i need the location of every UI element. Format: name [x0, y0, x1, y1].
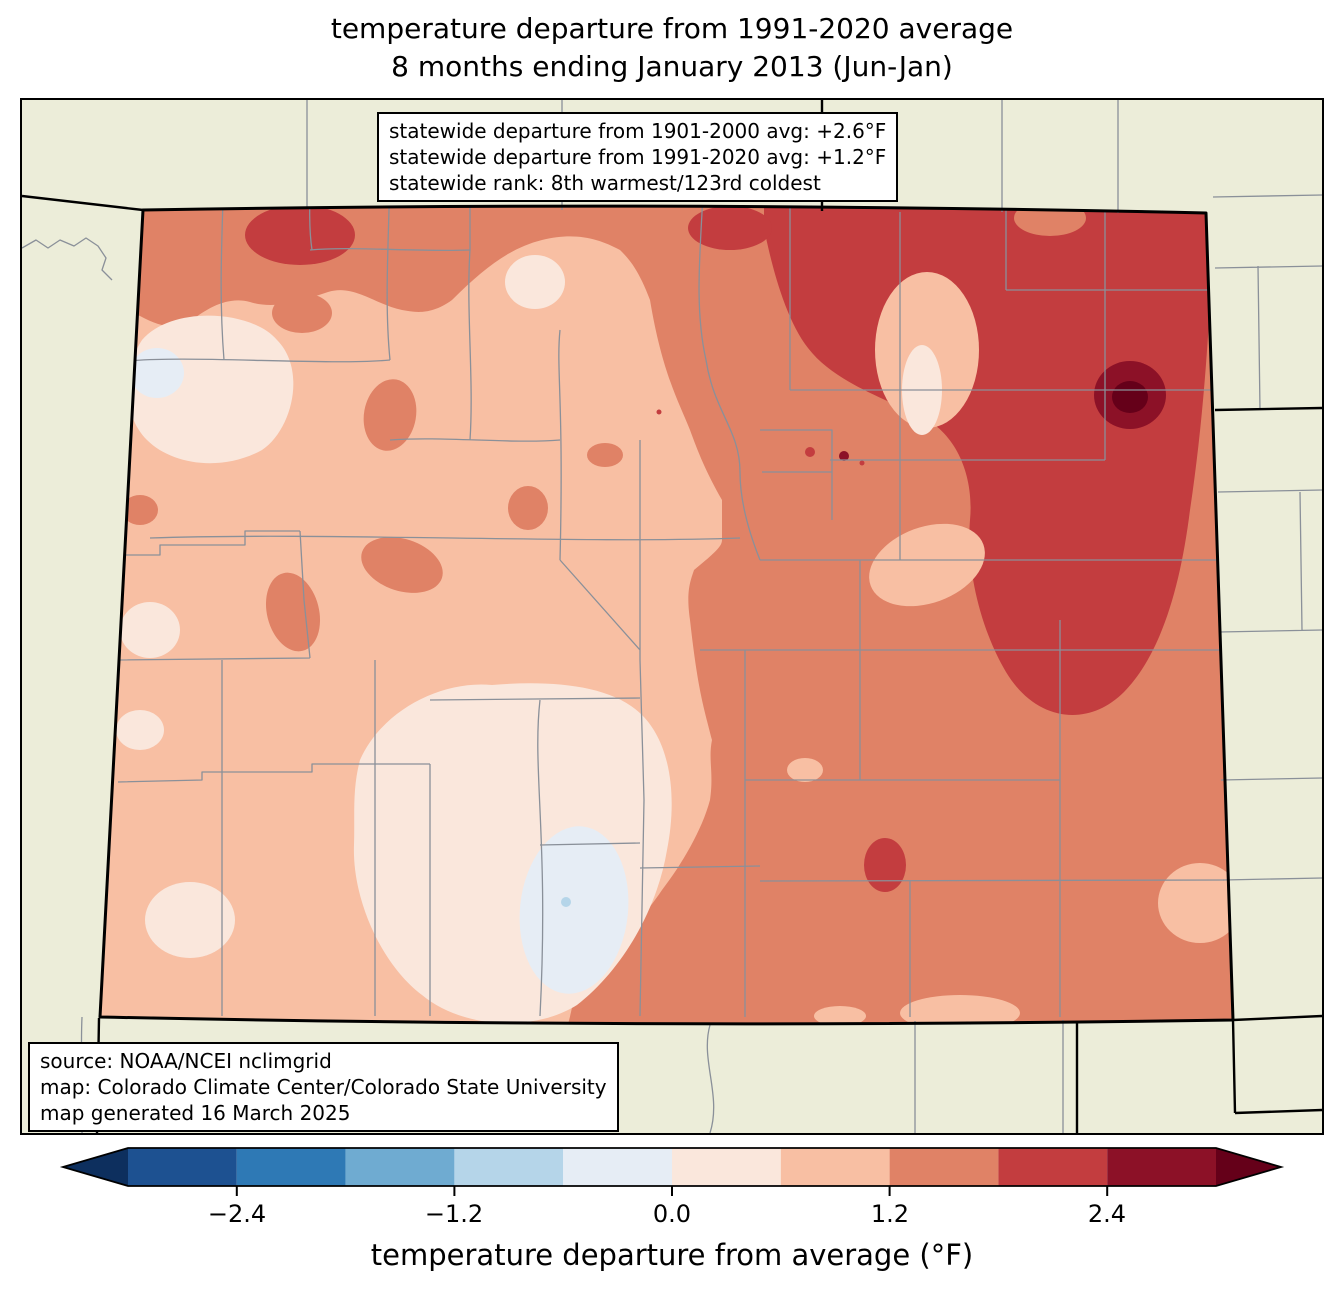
colorbar-tick-label: 2.4 [1087, 1200, 1127, 1228]
contour-hole [869, 523, 985, 607]
contour-pale [120, 602, 180, 658]
colorbar-segment [345, 1148, 455, 1186]
colorbar-segment [563, 1148, 672, 1186]
contour-blob [363, 379, 417, 451]
colorbar-tick-label: −2.4 [207, 1200, 267, 1228]
contour-speck [859, 460, 865, 466]
title-line-1: temperature departure from 1991-2020 ave… [330, 12, 1014, 45]
contour-blob [587, 443, 623, 467]
map-plot-area [20, 98, 1324, 1135]
contour-fills [100, 206, 1233, 1024]
contour-speck [805, 447, 815, 457]
contour-speck [839, 451, 849, 461]
colorbar-left-arrow [63, 1148, 128, 1186]
colorbar-segment [128, 1148, 237, 1186]
source-line-2: map: Colorado Climate Center/Colorado St… [40, 1075, 607, 1099]
contour-cool-speck [561, 897, 571, 907]
source-line-1: source: NOAA/NCEI nclimgrid [40, 1049, 332, 1073]
colorbar-segment [1107, 1148, 1216, 1186]
contour-darkest-core [1112, 381, 1148, 413]
contour-cool-sanluis [519, 826, 629, 994]
contour-cool-west [130, 348, 184, 398]
contour-pale [145, 882, 235, 958]
colorbar-segments [63, 1148, 1281, 1186]
colorbar-tick-marks [235, 1186, 1109, 1196]
colorbar-axis-label: temperature departure from average (°F) [370, 1238, 974, 1272]
contour-blob [508, 486, 548, 530]
contour-northeast-red [764, 206, 1217, 715]
contour-blob-red [864, 838, 906, 892]
stats-line-1: statewide departure from 1901-2000 avg: … [389, 119, 887, 143]
colorado-border [98, 204, 1235, 1026]
county-lines-colorado [113, 206, 1225, 1017]
colorado-temperature-map [22, 100, 1322, 1133]
contour-notch [1014, 206, 1086, 236]
contour-hole [1158, 863, 1233, 943]
colorbar-right-arrow [1216, 1148, 1281, 1186]
page-title: temperature departure from 1991-2020 ave… [0, 10, 1344, 86]
colorbar-segment [889, 1148, 999, 1186]
source-box: source: NOAA/NCEI nclimgrid map: Colorad… [28, 1042, 619, 1132]
contour-hole [787, 758, 823, 782]
contour-blob-red [245, 206, 355, 265]
stats-line-3: statewide rank: 8th warmest/123rd coldes… [389, 171, 821, 195]
contour-pale [116, 710, 164, 750]
colorbar-tick-label: 1.2 [870, 1200, 910, 1228]
contour-blob [265, 572, 321, 652]
contour-blob [361, 537, 443, 593]
colorbar-segment [780, 1148, 890, 1186]
contour-blob [122, 495, 158, 525]
contour-blob-red [688, 206, 772, 250]
stats-line-2: statewide departure from 1991-2020 avg: … [389, 145, 887, 169]
stats-box: statewide departure from 1901-2000 avg: … [377, 112, 899, 202]
colorbar-outline [59, 1147, 1285, 1187]
colorbar-segment [998, 1148, 1108, 1186]
contour-speck [656, 409, 662, 415]
colorbar-segment [454, 1148, 564, 1186]
colorbar-segment [236, 1148, 346, 1186]
contour-hole [900, 995, 1020, 1024]
source-line-3: map generated 16 March 2025 [40, 1101, 351, 1125]
colorbar-tick-label: −1.2 [424, 1200, 484, 1228]
contour-blob [272, 293, 332, 333]
colorbar-tick-label: 0.0 [652, 1200, 692, 1228]
title-line-2: 8 months ending January 2013 (Jun-Jan) [391, 50, 953, 83]
contour-pale [505, 255, 565, 309]
colorbar [59, 1147, 1285, 1196]
contour-hole [814, 1006, 866, 1024]
colorbar-segment [672, 1148, 781, 1186]
